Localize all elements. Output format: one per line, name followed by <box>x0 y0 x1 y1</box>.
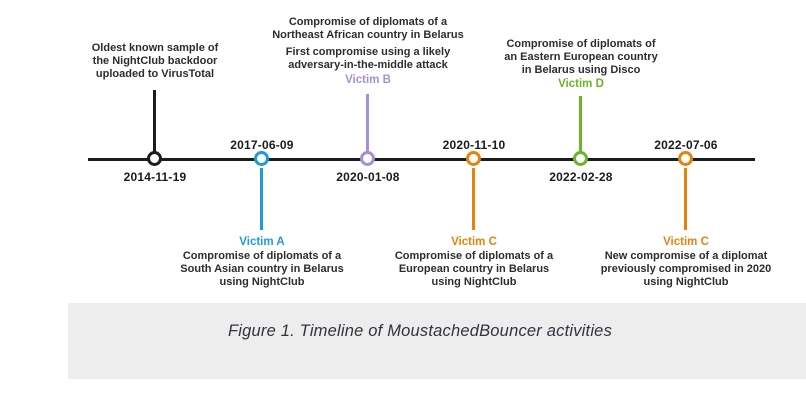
description-line: Compromise of diplomats of <box>506 38 656 50</box>
description-line: the NightClub backdoor <box>92 55 218 67</box>
event-date: 2020-11-10 <box>442 138 506 152</box>
victim-label: Victim A <box>239 236 285 248</box>
description-line: Compromise of diplomats of a <box>288 16 448 28</box>
event-description: Compromise of diplomats of a Northeast A… <box>248 16 488 42</box>
event-date: 2017-06-09 <box>230 138 294 152</box>
event-date: 2020-01-08 <box>336 170 400 184</box>
event-description: Compromise of diplomats of an Eastern Eu… <box>476 38 686 77</box>
figure-caption: Figure 1. Timeline of MoustachedBouncer … <box>227 322 613 340</box>
timeline-axis <box>88 158 755 161</box>
timeline-node-2022-02-28 <box>573 151 588 166</box>
event-date: 2022-07-06 <box>654 138 718 152</box>
description-line: First compromise using a likely <box>285 46 451 58</box>
description-line: adversary-in-the-middle attack <box>288 59 448 71</box>
description-line: New compromise of a diplomat <box>604 250 768 262</box>
timeline-node-2014-11-19 <box>147 151 162 166</box>
description-line: using NightClub <box>219 276 305 288</box>
event-date: 2022-02-28 <box>549 170 613 184</box>
description-line: an Eastern European country <box>504 51 658 63</box>
description-line: uploaded to VirusTotal <box>95 68 215 80</box>
timeline-node-2017-06-09 <box>254 151 269 166</box>
event-connector <box>579 96 582 153</box>
description-line: European country in Belarus <box>398 263 550 275</box>
description-line: using NightClub <box>643 276 729 288</box>
description-line: using NightClub <box>431 276 517 288</box>
description-line: Compromise of diplomats of a <box>182 250 342 262</box>
description-line: Compromise of diplomats of a <box>394 250 554 262</box>
event-description: First compromise using a likely adversar… <box>248 46 488 72</box>
timeline-node-2022-07-06 <box>678 151 693 166</box>
description-line: previously compromised in 2020 <box>600 263 772 275</box>
event-connector <box>153 90 156 153</box>
event-connector <box>684 168 687 230</box>
caption-band: Figure 1. Timeline of MoustachedBouncer … <box>68 303 806 379</box>
description-line: in Belarus using Disco <box>521 64 641 76</box>
event-description: New compromise of a diplomat previously … <box>576 250 796 289</box>
event-connector <box>260 168 263 230</box>
description-line: Oldest known sample of <box>91 42 219 54</box>
timeline-node-2020-01-08 <box>360 151 375 166</box>
event-date: 2014-11-19 <box>123 170 187 184</box>
event-connector <box>472 168 475 230</box>
victim-label: Victim C <box>663 236 709 248</box>
victim-label: Victim B <box>345 74 391 86</box>
timeline-node-2020-11-10 <box>466 151 481 166</box>
victim-label: Victim C <box>451 236 497 248</box>
description-line: South Asian country in Belarus <box>180 263 344 275</box>
event-description: Oldest known sample of the NightClub bac… <box>65 42 245 81</box>
event-description: Compromise of diplomats of a European co… <box>369 250 579 289</box>
victim-label: Victim D <box>558 78 604 90</box>
event-description: Compromise of diplomats of a South Asian… <box>157 250 367 289</box>
event-connector <box>366 94 369 153</box>
description-line: Northeast African country in Belarus <box>272 29 464 41</box>
